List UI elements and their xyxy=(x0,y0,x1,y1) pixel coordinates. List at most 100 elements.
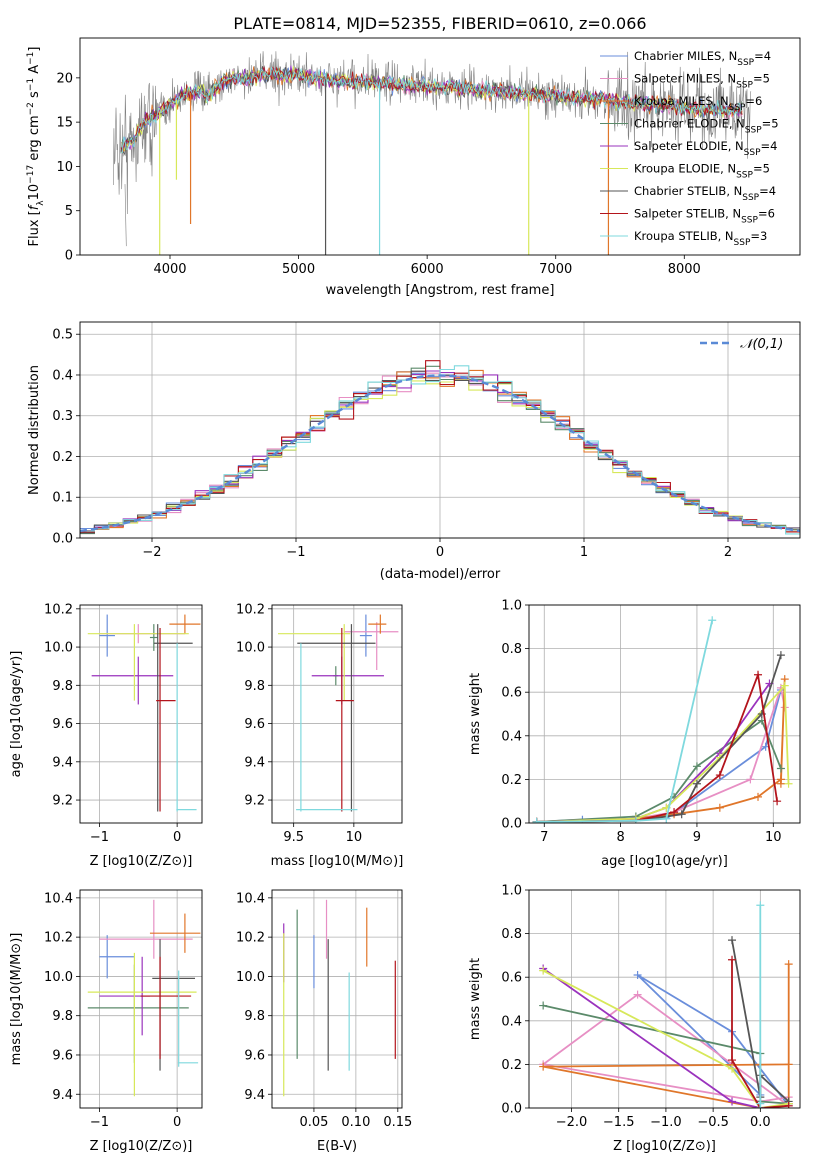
series-marker xyxy=(728,936,737,945)
y-tick-label: 0.2 xyxy=(52,450,73,465)
y-tick-label: 10 xyxy=(56,160,73,175)
x-axis-label: Z [log10(Z/Z⊙)] xyxy=(90,1139,193,1154)
spectrum-panel: 4000 5000 6000 7000 8000 0 5 10 15 20 wavelength [… xyxy=(26,37,801,298)
y-tick-label: 1.0 xyxy=(501,884,522,899)
x-tick-label: 2 xyxy=(724,545,732,560)
series-marker xyxy=(784,1101,793,1108)
y-tick-label: 0.0 xyxy=(501,817,522,832)
x-tick-label: 0 xyxy=(436,545,444,560)
series-line xyxy=(536,620,714,823)
y-tick-label: 9.8 xyxy=(52,1009,73,1024)
y-tick-label: 10.0 xyxy=(236,970,265,985)
axes-frame xyxy=(79,321,801,539)
series-line xyxy=(536,684,786,823)
axes-frame xyxy=(528,889,801,1109)
y-axis-label: mass weight xyxy=(468,673,483,755)
age-vs-mass-panel: 9.5 10 9.2 9.4 9.6 9.8 10.0 10.2 mass [log10(M/M… xyxy=(236,602,403,869)
series-marker xyxy=(773,797,782,806)
y-tick-label: 0.4 xyxy=(501,729,522,744)
series-marker xyxy=(776,764,785,773)
observed-spectrum xyxy=(113,51,752,215)
axes-frame xyxy=(79,604,203,824)
y-tick-label: 0 xyxy=(65,249,73,264)
y-tick-label: 15 xyxy=(56,116,73,131)
x-tick-label: 9 xyxy=(693,830,701,845)
legend-entry: Chabrier ELODIE, NSSP=5 xyxy=(634,117,779,136)
y-tick-label: 0.8 xyxy=(501,927,522,942)
x-tick-label: 0.0 xyxy=(750,1115,771,1130)
x-axis-label: mass [log10(M/M⊙)] xyxy=(271,854,404,869)
x-axis-label: Z [log10(Z/Z⊙)] xyxy=(613,1139,716,1154)
axes-frame xyxy=(271,604,403,824)
y-tick-label: 10.0 xyxy=(236,641,265,656)
y-tick-label: 0.8 xyxy=(501,642,522,657)
series-line xyxy=(536,671,778,823)
series-marker xyxy=(776,779,785,788)
y-tick-label: 10.2 xyxy=(236,931,265,946)
x-tick-label: 5000 xyxy=(282,262,315,277)
y-tick-label: 10.2 xyxy=(44,931,73,946)
series-marker xyxy=(784,1060,793,1069)
series-line xyxy=(536,683,790,823)
y-tick-label: 0.6 xyxy=(501,686,522,701)
y-tick-label: 0.6 xyxy=(501,971,522,986)
series-marker xyxy=(692,762,701,771)
y-tick-label: 10.0 xyxy=(44,641,73,656)
series-marker xyxy=(784,960,793,969)
legend-entry: Salpeter STELIB, NSSP=6 xyxy=(634,207,775,226)
series-marker xyxy=(539,966,548,975)
series-marker xyxy=(780,681,789,690)
y-tick-label: 9.4 xyxy=(244,1088,265,1103)
y-tick-label: 0.4 xyxy=(501,1014,522,1029)
x-tick-label: 7 xyxy=(540,830,548,845)
legend-entry: Chabrier STELIB, NSSP=4 xyxy=(634,184,776,203)
y-tick-label: 0.0 xyxy=(52,532,73,547)
series-marker xyxy=(692,779,701,788)
x-tick-label: 10 xyxy=(346,830,363,845)
mass-vs-metallicity-panel: −1 0 9.4 9.6 9.8 10.0 10.2 10.4 Z [log10(Z/Z⊙)] m… xyxy=(9,889,203,1154)
x-tick-label: 0 xyxy=(173,1115,181,1130)
y-tick-label: 9.6 xyxy=(52,1048,73,1063)
y-tick-label: 9.8 xyxy=(244,1009,265,1024)
plot-area xyxy=(278,614,399,812)
series-marker xyxy=(776,651,785,660)
x-tick-label: 8000 xyxy=(668,262,701,277)
y-tick-label: 9.8 xyxy=(244,679,265,694)
y-tick-label: 20 xyxy=(56,71,73,86)
y-tick-label: 10.0 xyxy=(44,970,73,985)
series-marker xyxy=(746,775,755,784)
series-marker xyxy=(708,616,717,625)
massweight-vs-metallicity-panel: −2.0 −1.5 −1.0 −0.5 0.0 0.0 0.2 0.4 0.6 0.8 1.0 Z [… xyxy=(468,884,801,1154)
series-marker xyxy=(715,803,724,812)
x-tick-label: 0 xyxy=(173,830,181,845)
plot-area xyxy=(87,614,201,812)
x-tick-label: 9.5 xyxy=(283,830,304,845)
y-tick-label: 0.5 xyxy=(52,328,73,343)
x-tick-label: 4000 xyxy=(153,262,186,277)
legend-entry: Salpeter ELODIE, NSSP=4 xyxy=(634,139,777,158)
y-tick-label: 9.4 xyxy=(52,1088,73,1103)
x-tick-label: 0.15 xyxy=(383,1115,412,1130)
series-marker xyxy=(677,810,686,819)
y-tick-label: 5 xyxy=(65,204,73,219)
x-axis-label: wavelength [Angstrom, rest frame] xyxy=(326,283,555,298)
axes-frame xyxy=(79,37,801,256)
spectrum-spike xyxy=(124,184,127,247)
y-tick-label: 9.6 xyxy=(52,717,73,732)
series-line xyxy=(542,969,789,1108)
legend-entry: Kroupa STELIB, NSSP=3 xyxy=(634,229,767,248)
series-marker xyxy=(728,1064,737,1073)
plot-area xyxy=(539,901,793,1108)
series-marker xyxy=(670,808,679,817)
series-line xyxy=(731,959,789,1108)
series-marker xyxy=(784,779,793,788)
y-tick-label: 9.2 xyxy=(244,794,265,809)
series-line xyxy=(536,682,771,823)
y-tick-label: 0.3 xyxy=(52,409,73,424)
y-tick-label: 9.4 xyxy=(244,755,265,770)
series-marker xyxy=(728,955,737,964)
mass-vs-ebv-panel: 0.05 0.10 0.15 9.4 9.6 9.8 10.0 10.2 10.4 E(B-V) xyxy=(236,889,412,1154)
massweight-vs-age-panel: 7 8 9 10 0.0 0.2 0.4 0.6 0.8 1.0 age [log10(age/yr… xyxy=(468,599,801,869)
legend-entry: 𝒩(0,1) xyxy=(740,337,783,352)
y-tick-label: 0.0 xyxy=(501,1102,522,1117)
